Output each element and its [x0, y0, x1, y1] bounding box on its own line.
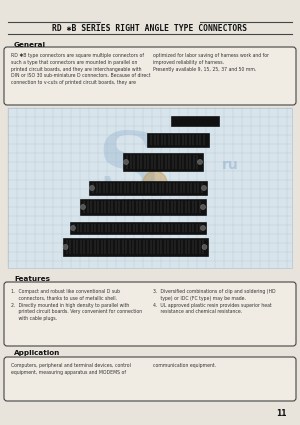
Text: 3.  Diversified combinations of clip and soldering (HD
     type) or IDC (FC typ: 3. Diversified combinations of clip and …	[153, 289, 276, 314]
Bar	[89, 181, 207, 195]
FancyBboxPatch shape	[4, 357, 296, 401]
Circle shape	[124, 159, 128, 164]
Bar	[62, 238, 208, 256]
Bar	[147, 133, 209, 147]
Circle shape	[202, 244, 207, 249]
FancyBboxPatch shape	[4, 47, 296, 105]
Text: Features: Features	[14, 276, 50, 282]
Bar	[123, 153, 203, 171]
Circle shape	[89, 185, 94, 190]
Text: optimized for labor saving of harness work and for
improved reliability of harne: optimized for labor saving of harness wo…	[153, 53, 269, 71]
Text: ru: ru	[222, 158, 238, 172]
Text: S: S	[97, 128, 159, 212]
Circle shape	[200, 226, 206, 230]
Bar	[70, 222, 206, 234]
Circle shape	[197, 159, 202, 164]
FancyBboxPatch shape	[4, 282, 296, 346]
Text: General: General	[14, 42, 46, 48]
Bar	[80, 199, 206, 215]
Circle shape	[70, 226, 76, 230]
Circle shape	[63, 244, 68, 249]
Bar	[171, 116, 219, 126]
Circle shape	[80, 204, 86, 210]
Circle shape	[202, 185, 206, 190]
Text: 1.  Compact and robust like conventional D sub
     connectors, thanks to use of: 1. Compact and robust like conventional …	[11, 289, 142, 321]
Bar	[8, 108, 292, 268]
Text: 11: 11	[277, 409, 287, 418]
Text: RD ✱B type connectors are square multiple connectors of
such a type that connect: RD ✱B type connectors are square multipl…	[11, 53, 151, 85]
Circle shape	[143, 171, 167, 195]
Text: Computers, peripheral and terminal devices, control
equipment, measuring apparat: Computers, peripheral and terminal devic…	[11, 363, 131, 375]
Text: RD ✱B SERIES RIGHT ANGLE TYPE CONNECTORS: RD ✱B SERIES RIGHT ANGLE TYPE CONNECTORS	[52, 23, 247, 32]
Text: communication equipment.: communication equipment.	[153, 363, 216, 368]
Circle shape	[200, 204, 206, 210]
Text: Application: Application	[14, 350, 60, 356]
Text: э л е к т р о н н ы е: э л е к т р о н н ы е	[122, 198, 178, 202]
